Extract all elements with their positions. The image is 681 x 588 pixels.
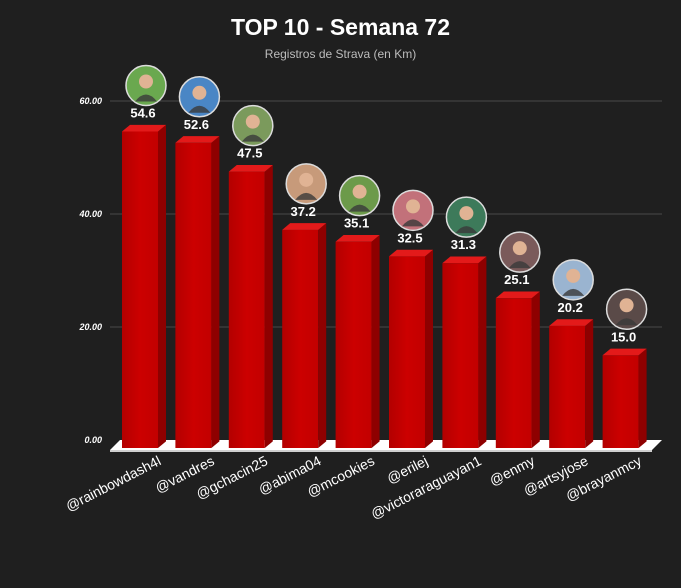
avatar-shoulders — [508, 261, 531, 269]
bar — [122, 131, 158, 448]
avatar-shoulders — [455, 226, 478, 234]
bar — [549, 325, 586, 448]
bar-side — [531, 291, 540, 448]
chart-title: TOP 10 - Semana 72 — [230, 14, 451, 40]
bar — [389, 256, 425, 448]
data-label: 54.6 — [130, 106, 155, 121]
bar-group: 32.5@erilej — [384, 189, 434, 487]
bar — [175, 142, 212, 448]
bar-top — [335, 235, 380, 242]
data-label: 52.6 — [184, 117, 209, 132]
bar-side — [585, 319, 594, 448]
y-tick-label: 20.00 — [78, 322, 102, 332]
bar-side — [158, 124, 166, 449]
avatar-face — [245, 114, 260, 129]
bar-side — [318, 223, 327, 448]
data-label: 37.2 — [291, 204, 316, 219]
data-label: 31.3 — [451, 237, 476, 252]
bar — [335, 241, 372, 448]
avatar-shoulders — [615, 318, 638, 326]
bar-group: 52.6@vandres — [152, 76, 221, 496]
avatar-face — [566, 268, 581, 283]
bar-side — [371, 235, 380, 448]
y-tick-label: 0.00 — [84, 435, 102, 445]
bar-top — [549, 319, 594, 326]
bar — [442, 263, 479, 448]
bar-top — [282, 223, 327, 230]
avatar-face — [192, 85, 207, 100]
avatar-face — [512, 241, 527, 256]
avatar-shoulders — [135, 94, 157, 102]
data-label: 32.5 — [397, 230, 422, 245]
bar-side — [638, 348, 647, 448]
avatar-face — [459, 206, 474, 221]
data-label: 15.0 — [611, 329, 636, 344]
y-tick-label: 60.00 — [79, 96, 102, 106]
avatar-face — [352, 184, 367, 199]
avatar-face — [299, 172, 314, 187]
bar — [495, 298, 532, 448]
chart-floor-edge — [110, 450, 652, 452]
avatar-face — [619, 298, 634, 313]
avatar-shoulders — [295, 192, 318, 200]
bar — [602, 355, 639, 448]
chart-subtitle: Registros de Strava (en Km) — [264, 47, 417, 61]
avatar-shoulders — [562, 288, 585, 296]
avatar-shoulders — [348, 204, 371, 212]
bar-top — [495, 291, 540, 299]
x-tick-label: @rainbowdash4l — [63, 452, 163, 514]
avatar-shoulders — [188, 105, 211, 113]
bar-top — [228, 164, 273, 172]
bar-side — [425, 249, 433, 448]
data-label: 35.1 — [344, 216, 369, 231]
bar — [282, 229, 319, 448]
bar-group: 25.1@enmy — [487, 231, 541, 489]
avatar-face — [139, 74, 153, 89]
data-label: 47.5 — [237, 146, 262, 161]
bar-top — [442, 256, 487, 264]
bar-side — [478, 256, 487, 448]
bar-side — [264, 164, 273, 449]
data-label: 25.1 — [504, 272, 529, 287]
bar-top — [389, 249, 433, 257]
avatar-shoulders — [402, 219, 424, 227]
bar-top — [175, 136, 220, 143]
data-label: 20.2 — [558, 300, 583, 315]
bar-top — [602, 348, 647, 356]
avatar-face — [406, 199, 420, 214]
bar-side — [211, 136, 220, 449]
avatar-shoulders — [241, 134, 264, 142]
bar-top — [122, 124, 166, 132]
bar — [228, 171, 265, 448]
y-tick-label: 40.00 — [78, 209, 102, 219]
